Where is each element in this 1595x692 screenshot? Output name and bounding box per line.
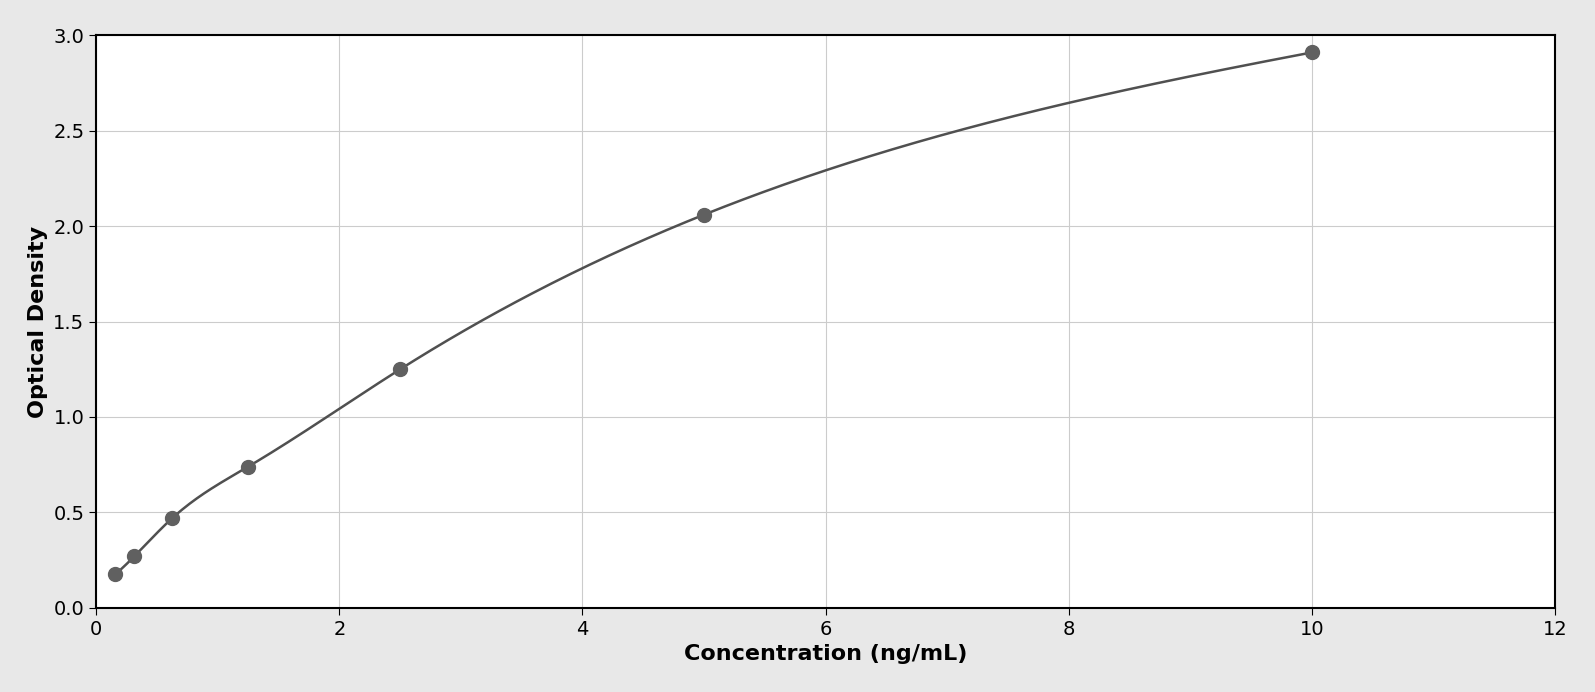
Point xyxy=(160,513,185,524)
Point xyxy=(121,551,147,562)
Point xyxy=(236,461,262,472)
Point xyxy=(388,364,413,375)
Point xyxy=(102,569,128,580)
Point xyxy=(1298,47,1324,58)
X-axis label: Concentration (ng/mL): Concentration (ng/mL) xyxy=(684,644,967,664)
Point xyxy=(691,209,716,220)
Y-axis label: Optical Density: Optical Density xyxy=(27,226,48,418)
